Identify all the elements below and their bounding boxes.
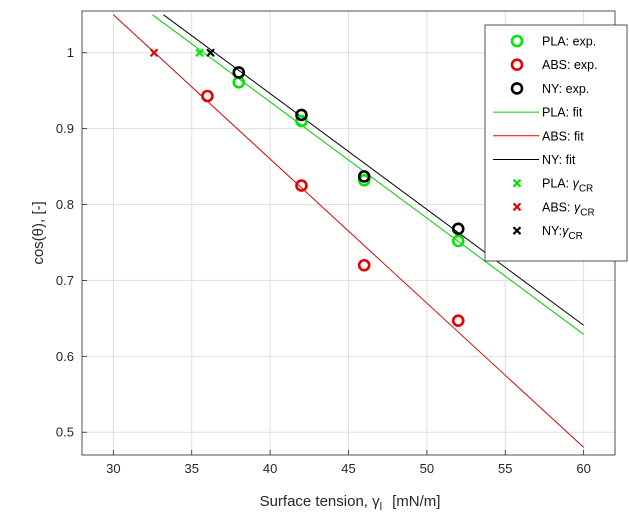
- legend-box: [484, 24, 628, 262]
- data-point-circle: [357, 170, 371, 183]
- legend-label: NY: exp.: [542, 82, 589, 96]
- legend-circle-swatch: [510, 82, 524, 95]
- y-tick-label: 1: [67, 45, 74, 60]
- x-axis-label: Surface tension, γl [mN/m]: [260, 493, 441, 513]
- data-point-cross: [195, 48, 204, 58]
- data-point-circle: [451, 234, 465, 248]
- legend-label: ABS: γCR: [542, 200, 595, 218]
- legend-circle-swatch: [510, 34, 524, 48]
- y-axis-label: cos(θ), [-]: [30, 201, 47, 264]
- x-tick-label: 35: [185, 461, 199, 476]
- x-tick-label: 40: [263, 461, 277, 476]
- y-tick-label: 0.6: [56, 349, 74, 364]
- data-point-circle: [451, 314, 465, 327]
- data-point-circle: [357, 258, 371, 272]
- data-point-cross: [206, 48, 215, 58]
- legend-circle-swatch: [510, 58, 524, 71]
- data-point-circle: [232, 66, 246, 79]
- fit-line: [113, 14, 584, 448]
- series-layer: [113, 14, 584, 448]
- x-axis-label-subscript: l: [380, 501, 382, 513]
- x-axis-label-main: Surface tension, γ: [260, 493, 381, 510]
- x-tick-label: 50: [420, 461, 434, 476]
- x-tick-label: 55: [498, 461, 512, 476]
- legend-label: PLA: fit: [542, 106, 583, 120]
- legend-label: ABS: exp.: [542, 58, 598, 72]
- data-point-circle: [295, 114, 308, 128]
- legend-cross-swatch: [512, 226, 522, 235]
- x-tick-label: 30: [106, 461, 120, 476]
- legend-label: ABS: fit: [542, 129, 584, 143]
- legend-cross-swatch: [512, 202, 522, 212]
- y-tick-label: 0.9: [56, 121, 74, 136]
- data-point-circle: [295, 108, 308, 122]
- x-tick-label: 60: [576, 461, 590, 476]
- data-point-cross: [149, 48, 159, 58]
- data-point-circle: [295, 179, 308, 192]
- ticks: 30 35 40 45 50 55 60 0.5 0.6 0.7 0.8 0.9 1: [56, 45, 591, 476]
- y-tick-label: 0.5: [56, 425, 74, 440]
- legend: PLA: exp. ABS: exp. NY: exp. PLA: fit ABS: f…: [484, 24, 628, 262]
- y-tick-label: 0.7: [56, 273, 74, 288]
- data-point-circle: [201, 89, 214, 103]
- x-axis-label-unit: [mN/m]: [392, 493, 440, 510]
- legend-cross-swatch: [512, 178, 522, 188]
- legend-label: NY: fit: [542, 153, 576, 167]
- legend-label: PLA: exp.: [542, 35, 596, 49]
- data-point-circle: [451, 222, 465, 236]
- legend-label: PLA: γCR: [542, 177, 593, 195]
- x-tick-label: 45: [341, 461, 355, 476]
- legend-label: NY:γCR: [542, 224, 583, 242]
- fit-line: [163, 14, 584, 326]
- y-tick-label: 0.8: [56, 197, 74, 212]
